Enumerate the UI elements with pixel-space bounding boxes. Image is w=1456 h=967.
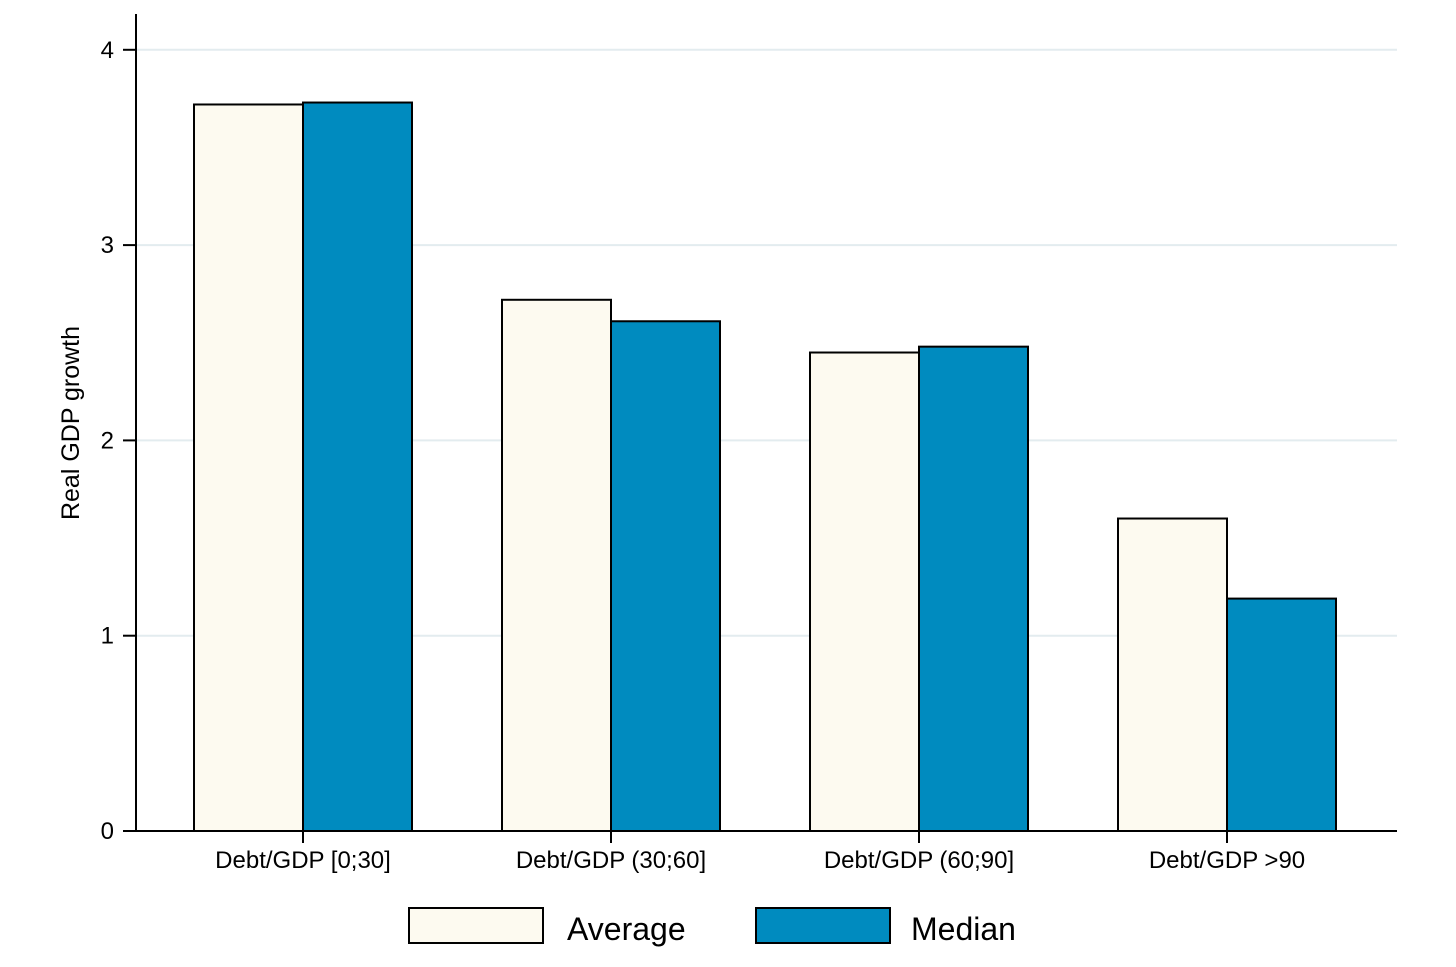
y-tick-label-2: 2 [101, 427, 114, 454]
bar-average-2 [809, 351, 920, 832]
bar-median-0 [302, 101, 413, 832]
bar-median-3 [1226, 597, 1337, 833]
bar-average-3 [1117, 517, 1228, 833]
legend-swatch-median [755, 907, 891, 944]
y-tick-label-3: 3 [101, 232, 114, 259]
y-axis-label: Real GDP growth [57, 326, 85, 520]
legend-label-median: Median [911, 911, 1016, 947]
y-tick-label-4: 4 [101, 37, 114, 64]
legend-swatch-average [408, 907, 544, 944]
bar-median-1 [610, 320, 721, 832]
x-tick-label-3: Debt/GDP >90 [1149, 847, 1305, 874]
x-tick-label-0: Debt/GDP [0;30] [215, 847, 391, 874]
y-tick-label-1: 1 [101, 623, 114, 650]
legend: Average Median [408, 907, 1016, 947]
bars [193, 101, 1337, 833]
x-tick-label-2: Debt/GDP (60;90] [824, 847, 1014, 874]
bar-median-2 [918, 345, 1029, 832]
x-tick-label-1: Debt/GDP (30;60] [516, 847, 706, 874]
x-tick-labels: Debt/GDP [0;30] Debt/GDP (30;60] Debt/GDP … [215, 831, 1305, 874]
bar-average-1 [501, 298, 612, 832]
legend-label-average: Average [567, 911, 686, 947]
axes [135, 14, 1397, 832]
bar-average-0 [193, 103, 304, 832]
y-ticks: 0 1 2 3 4 [101, 37, 136, 845]
y-tick-label-0: 0 [101, 818, 114, 845]
